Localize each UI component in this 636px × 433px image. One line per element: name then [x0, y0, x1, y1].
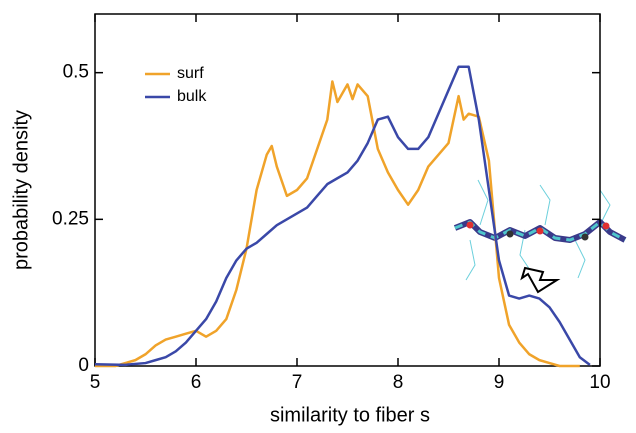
x-tick-label: 9	[494, 372, 505, 393]
x-axis-label: similarity to fiber s	[270, 404, 430, 426]
data-line	[94, 65, 591, 367]
y-tick-label: 0.5	[63, 62, 89, 83]
x-tick-label: 8	[393, 372, 404, 393]
data-line	[95, 80, 580, 368]
plot-frame	[94, 13, 601, 367]
y-tick-label: 0	[78, 355, 89, 376]
x-tick-label: 6	[191, 372, 202, 393]
legend-label: surf	[177, 65, 204, 82]
y-axis-label: probability density	[10, 110, 32, 270]
x-tick-label: 5	[90, 372, 101, 393]
y-tick-label: 0.25	[52, 208, 89, 229]
x-tick-label: 10	[589, 372, 610, 393]
x-tick-label: 7	[292, 372, 303, 393]
legend-label: bulk	[177, 88, 207, 105]
